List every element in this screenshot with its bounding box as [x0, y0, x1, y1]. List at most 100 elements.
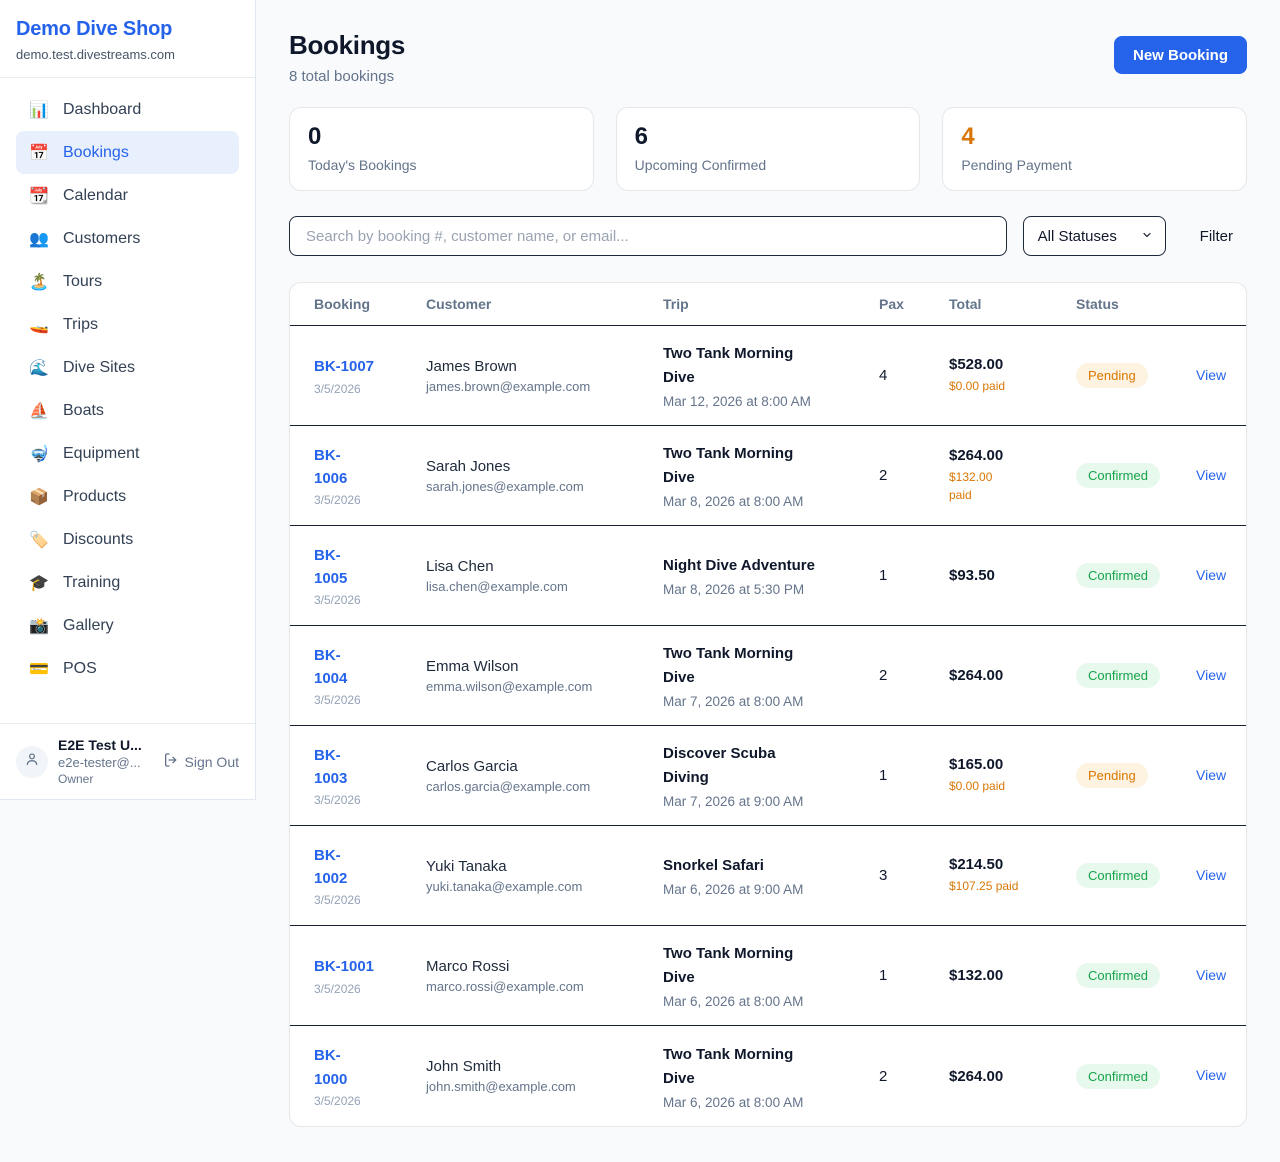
pax-cell: 2 — [879, 467, 888, 484]
booking-id-link[interactable]: BK-1007 — [314, 358, 375, 376]
customer-name: Lisa Chen — [426, 557, 494, 575]
booking-id-link[interactable]: BK- 1004 — [314, 646, 348, 687]
booking-date: 3/5/2026 — [314, 693, 361, 708]
shop-domain: demo.test.divestreams.com — [16, 47, 175, 62]
column-header-trip: Trip — [663, 296, 689, 312]
view-link[interactable]: View — [1196, 966, 1227, 983]
sidebar-item-label: Boats — [63, 401, 104, 419]
pax-cell: 3 — [879, 867, 888, 884]
stat-value: 6 — [634, 123, 649, 150]
view-link[interactable]: View — [1196, 566, 1227, 583]
customer-email: marco.rossi@example.com — [426, 978, 584, 994]
booking-date: 3/5/2026 — [314, 981, 361, 996]
stat-card: 0 Today's Bookings — [289, 107, 594, 191]
trip-name: Two Tank Morning Dive — [663, 945, 794, 986]
sidebar-item-boats[interactable]: ⛵ Boats — [16, 389, 239, 432]
booking-id-link[interactable]: BK- 1000 — [314, 1047, 348, 1088]
sidebar: Demo Dive Shop demo.test.divestreams.com… — [0, 0, 256, 800]
booking-id-link[interactable]: BK-1001 — [314, 958, 375, 976]
pax-cell: 2 — [879, 667, 888, 684]
sidebar-item-dive-sites[interactable]: 🌊 Dive Sites — [16, 346, 239, 389]
dashboard-icon: 📊 — [29, 101, 49, 119]
sidebar-item-tours[interactable]: 🏝️ Tours — [16, 260, 239, 303]
total-cell: $264.00 — [949, 1068, 1076, 1085]
sidebar-item-trips[interactable]: 🚤 Trips — [16, 303, 239, 346]
sidebar-item-calendar[interactable]: 📆 Calendar — [16, 174, 239, 217]
sidebar-item-label: Equipment — [63, 444, 140, 462]
customer-cell: John Smith john.smith@example.com — [426, 1058, 663, 1094]
sidebar-item-bookings[interactable]: 📅 Bookings — [16, 131, 239, 174]
stat-value: 0 — [308, 123, 322, 150]
user-info: E2E Test U... e2e-tester@... Owner — [58, 737, 142, 786]
status-badge: Pending — [1076, 763, 1148, 788]
booking-id-link[interactable]: BK- 1002 — [314, 846, 348, 887]
sidebar-item-gallery[interactable]: 📸 Gallery — [16, 604, 239, 647]
booking-cell: BK- 1003 3/5/2026 — [314, 744, 426, 808]
sidebar-item-training[interactable]: 🎓 Training — [16, 561, 239, 604]
total-cell: $132.00 — [949, 967, 1076, 984]
view-link[interactable]: View — [1196, 766, 1227, 783]
status-badge: Confirmed — [1076, 963, 1160, 988]
customer-email: james.brown@example.com — [426, 378, 591, 394]
booking-id-link[interactable]: BK- 1003 — [314, 746, 348, 787]
trip-datetime: Mar 7, 2026 at 9:00 AM — [663, 794, 804, 809]
sidebar-item-equipment[interactable]: 🤿 Equipment — [16, 432, 239, 475]
boats-icon: ⛵ — [29, 402, 49, 420]
status-badge: Confirmed — [1076, 1063, 1160, 1089]
status-cell: Confirmed — [1076, 863, 1196, 888]
trip-cell: Discover Scuba Diving Mar 7, 2026 at 9:0… — [663, 742, 879, 809]
booking-id-link[interactable]: BK- 1006 — [314, 446, 348, 487]
booking-date: 3/5/2026 — [314, 893, 361, 908]
total-cell: $165.00 $0.00 paid — [949, 756, 1076, 795]
trip-name: Discover Scuba Diving — [663, 745, 776, 786]
customer-cell: Yuki Tanaka yuki.tanaka@example.com — [426, 858, 663, 894]
view-link[interactable]: View — [1196, 466, 1227, 483]
booking-id-link[interactable]: BK- 1005 — [314, 546, 348, 587]
trip-datetime: Mar 6, 2026 at 8:00 AM — [663, 994, 804, 1009]
sidebar-item-customers[interactable]: 👥 Customers — [16, 217, 239, 260]
user-name: E2E Test U... — [58, 737, 142, 753]
customer-name: Sarah Jones — [426, 457, 511, 475]
filters-row: All Statuses Filter — [289, 216, 1247, 256]
table-row: BK- 1003 3/5/2026 Carlos Garcia carlos.g… — [290, 726, 1246, 826]
pax-cell: 4 — [879, 367, 888, 384]
products-icon: 📦 — [29, 488, 49, 506]
view-link[interactable]: View — [1196, 1067, 1227, 1083]
sidebar-user-panel: E2E Test U... e2e-tester@... Owner Sign … — [0, 723, 255, 799]
sidebar-item-label: Discounts — [63, 530, 134, 548]
stat-label: Upcoming Confirmed — [634, 157, 767, 173]
customer-name: Yuki Tanaka — [426, 857, 507, 875]
booking-date: 3/5/2026 — [314, 793, 361, 808]
status-filter-select[interactable]: All Statuses — [1022, 216, 1166, 256]
new-booking-button[interactable]: New Booking — [1113, 36, 1247, 74]
view-link[interactable]: View — [1196, 666, 1227, 683]
avatar — [16, 745, 48, 778]
page-header: Bookings 8 total bookings New Booking — [289, 30, 1247, 85]
sidebar-item-discounts[interactable]: 🏷️ Discounts — [16, 518, 239, 561]
customer-email: sarah.jones@example.com — [426, 478, 584, 494]
trip-datetime: Mar 12, 2026 at 8:00 AM — [663, 394, 811, 409]
search-input[interactable] — [289, 216, 1007, 256]
total-cell: $264.00 — [949, 667, 1076, 684]
sidebar-item-dashboard[interactable]: 📊 Dashboard — [16, 88, 239, 131]
filter-button[interactable]: Filter — [1186, 216, 1247, 256]
booking-cell: BK- 1002 3/5/2026 — [314, 844, 426, 908]
customer-cell: Sarah Jones sarah.jones@example.com — [426, 458, 663, 494]
view-link[interactable]: View — [1196, 366, 1227, 383]
sidebar-item-pos[interactable]: 💳 POS — [16, 647, 239, 690]
status-badge: Confirmed — [1076, 863, 1160, 888]
sidebar-item-label: Dive Sites — [63, 358, 136, 376]
sign-out-button[interactable]: Sign Out — [163, 752, 239, 771]
sidebar-item-products[interactable]: 📦 Products — [16, 475, 239, 518]
pax-cell: 1 — [879, 567, 888, 584]
actions-cell: View — [1196, 467, 1226, 485]
view-link[interactable]: View — [1196, 866, 1227, 883]
trip-name: Snorkel Safari — [663, 857, 764, 874]
customer-cell: Carlos Garcia carlos.garcia@example.com — [426, 758, 663, 794]
total-amount: $214.50 — [949, 856, 1004, 873]
trip-cell: Two Tank Morning Dive Mar 6, 2026 at 8:0… — [663, 942, 879, 1009]
customer-cell: James Brown james.brown@example.com — [426, 358, 663, 394]
total-amount: $264.00 — [949, 1067, 1004, 1085]
actions-cell: View — [1196, 367, 1226, 385]
discounts-icon: 🏷️ — [29, 531, 49, 549]
